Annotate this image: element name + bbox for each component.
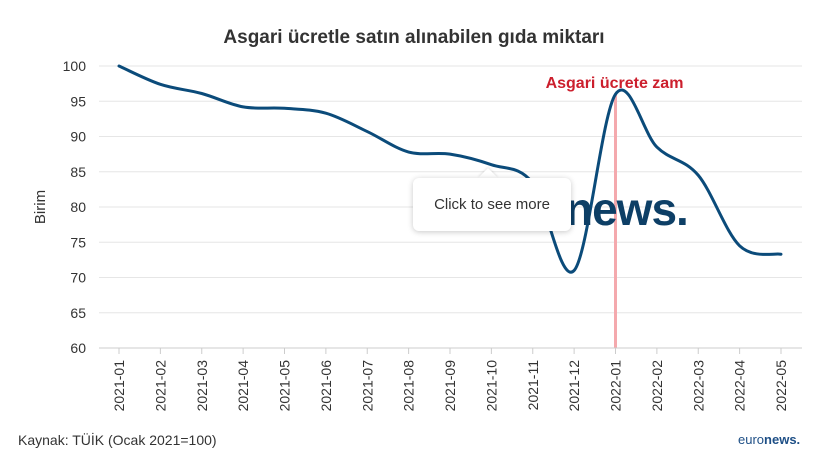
x-tick-label: 2021-01	[111, 360, 127, 412]
x-tick-label: 2022-01	[608, 360, 624, 412]
data-point[interactable]	[237, 101, 249, 113]
data-point[interactable]	[403, 146, 415, 158]
x-tick-label: 2022-02	[649, 360, 665, 412]
y-tick-label: 60	[70, 340, 86, 356]
brand-suffix: news.	[764, 432, 801, 447]
data-point[interactable]	[734, 240, 746, 252]
euronews-logo[interactable]: euronews.	[738, 432, 800, 447]
brand-prefix: euro	[738, 432, 765, 447]
x-tick-label: 2021-09	[442, 360, 458, 412]
data-point[interactable]	[196, 87, 208, 99]
x-tick-label: 2022-04	[732, 360, 748, 412]
data-point[interactable]	[568, 264, 580, 276]
data-point[interactable]	[361, 126, 373, 138]
y-tick-label: 100	[63, 58, 87, 74]
data-point[interactable]	[651, 141, 663, 153]
y-tick-label: 75	[70, 234, 86, 250]
data-point[interactable]	[444, 148, 456, 160]
data-point[interactable]	[692, 169, 704, 181]
tooltip-arrow	[478, 168, 498, 178]
euronews-watermark: news.	[565, 183, 689, 235]
x-tick-label: 2022-03	[690, 360, 706, 412]
click-to-see-more-tooltip[interactable]: Click to see more	[413, 178, 571, 231]
data-point[interactable]	[320, 107, 332, 119]
x-tick-label: 2021-11	[525, 360, 541, 411]
x-tick-label: 2021-05	[277, 360, 293, 412]
series-group	[113, 60, 787, 276]
data-point[interactable]	[154, 78, 166, 90]
y-tick-label: 65	[70, 305, 86, 321]
x-tick-label: 2021-12	[566, 360, 582, 412]
source-note: Kaynak: TÜİK (Ocak 2021=100)	[18, 432, 217, 448]
y-tick-label: 70	[70, 270, 86, 286]
y-axis: 60 65 70 75 80 85 90 95 100	[63, 58, 87, 356]
x-tick-label: 2021-07	[359, 360, 375, 412]
y-tick-label: 90	[70, 129, 86, 145]
x-tick-label: 2021-03	[194, 360, 210, 412]
y-tick-label: 85	[70, 164, 86, 180]
annotation-label: Asgari ücrete zam	[546, 75, 684, 92]
data-point[interactable]	[279, 102, 291, 114]
x-tick-label: 2021-02	[152, 360, 168, 412]
y-tick-label: 95	[70, 93, 86, 109]
data-point[interactable]	[775, 248, 787, 260]
x-axis: 2021-01 2021-02 2021-03 2021-04 2021-05 2021-…	[99, 347, 802, 412]
y-axis-label: Birim	[32, 190, 49, 224]
x-tick-label: 2021-04	[235, 360, 251, 412]
x-tick-label: 2021-10	[483, 360, 499, 412]
chart-title: Asgari ücretle satın alınabilen gıda mik…	[223, 27, 605, 48]
x-tick-label: 2021-08	[401, 360, 417, 412]
data-point[interactable]	[113, 60, 125, 72]
x-tick-label: 2021-06	[318, 360, 334, 412]
y-tick-label: 80	[70, 199, 86, 215]
series-line-0	[117, 64, 783, 274]
x-tick-label: 2022-05	[773, 360, 789, 412]
